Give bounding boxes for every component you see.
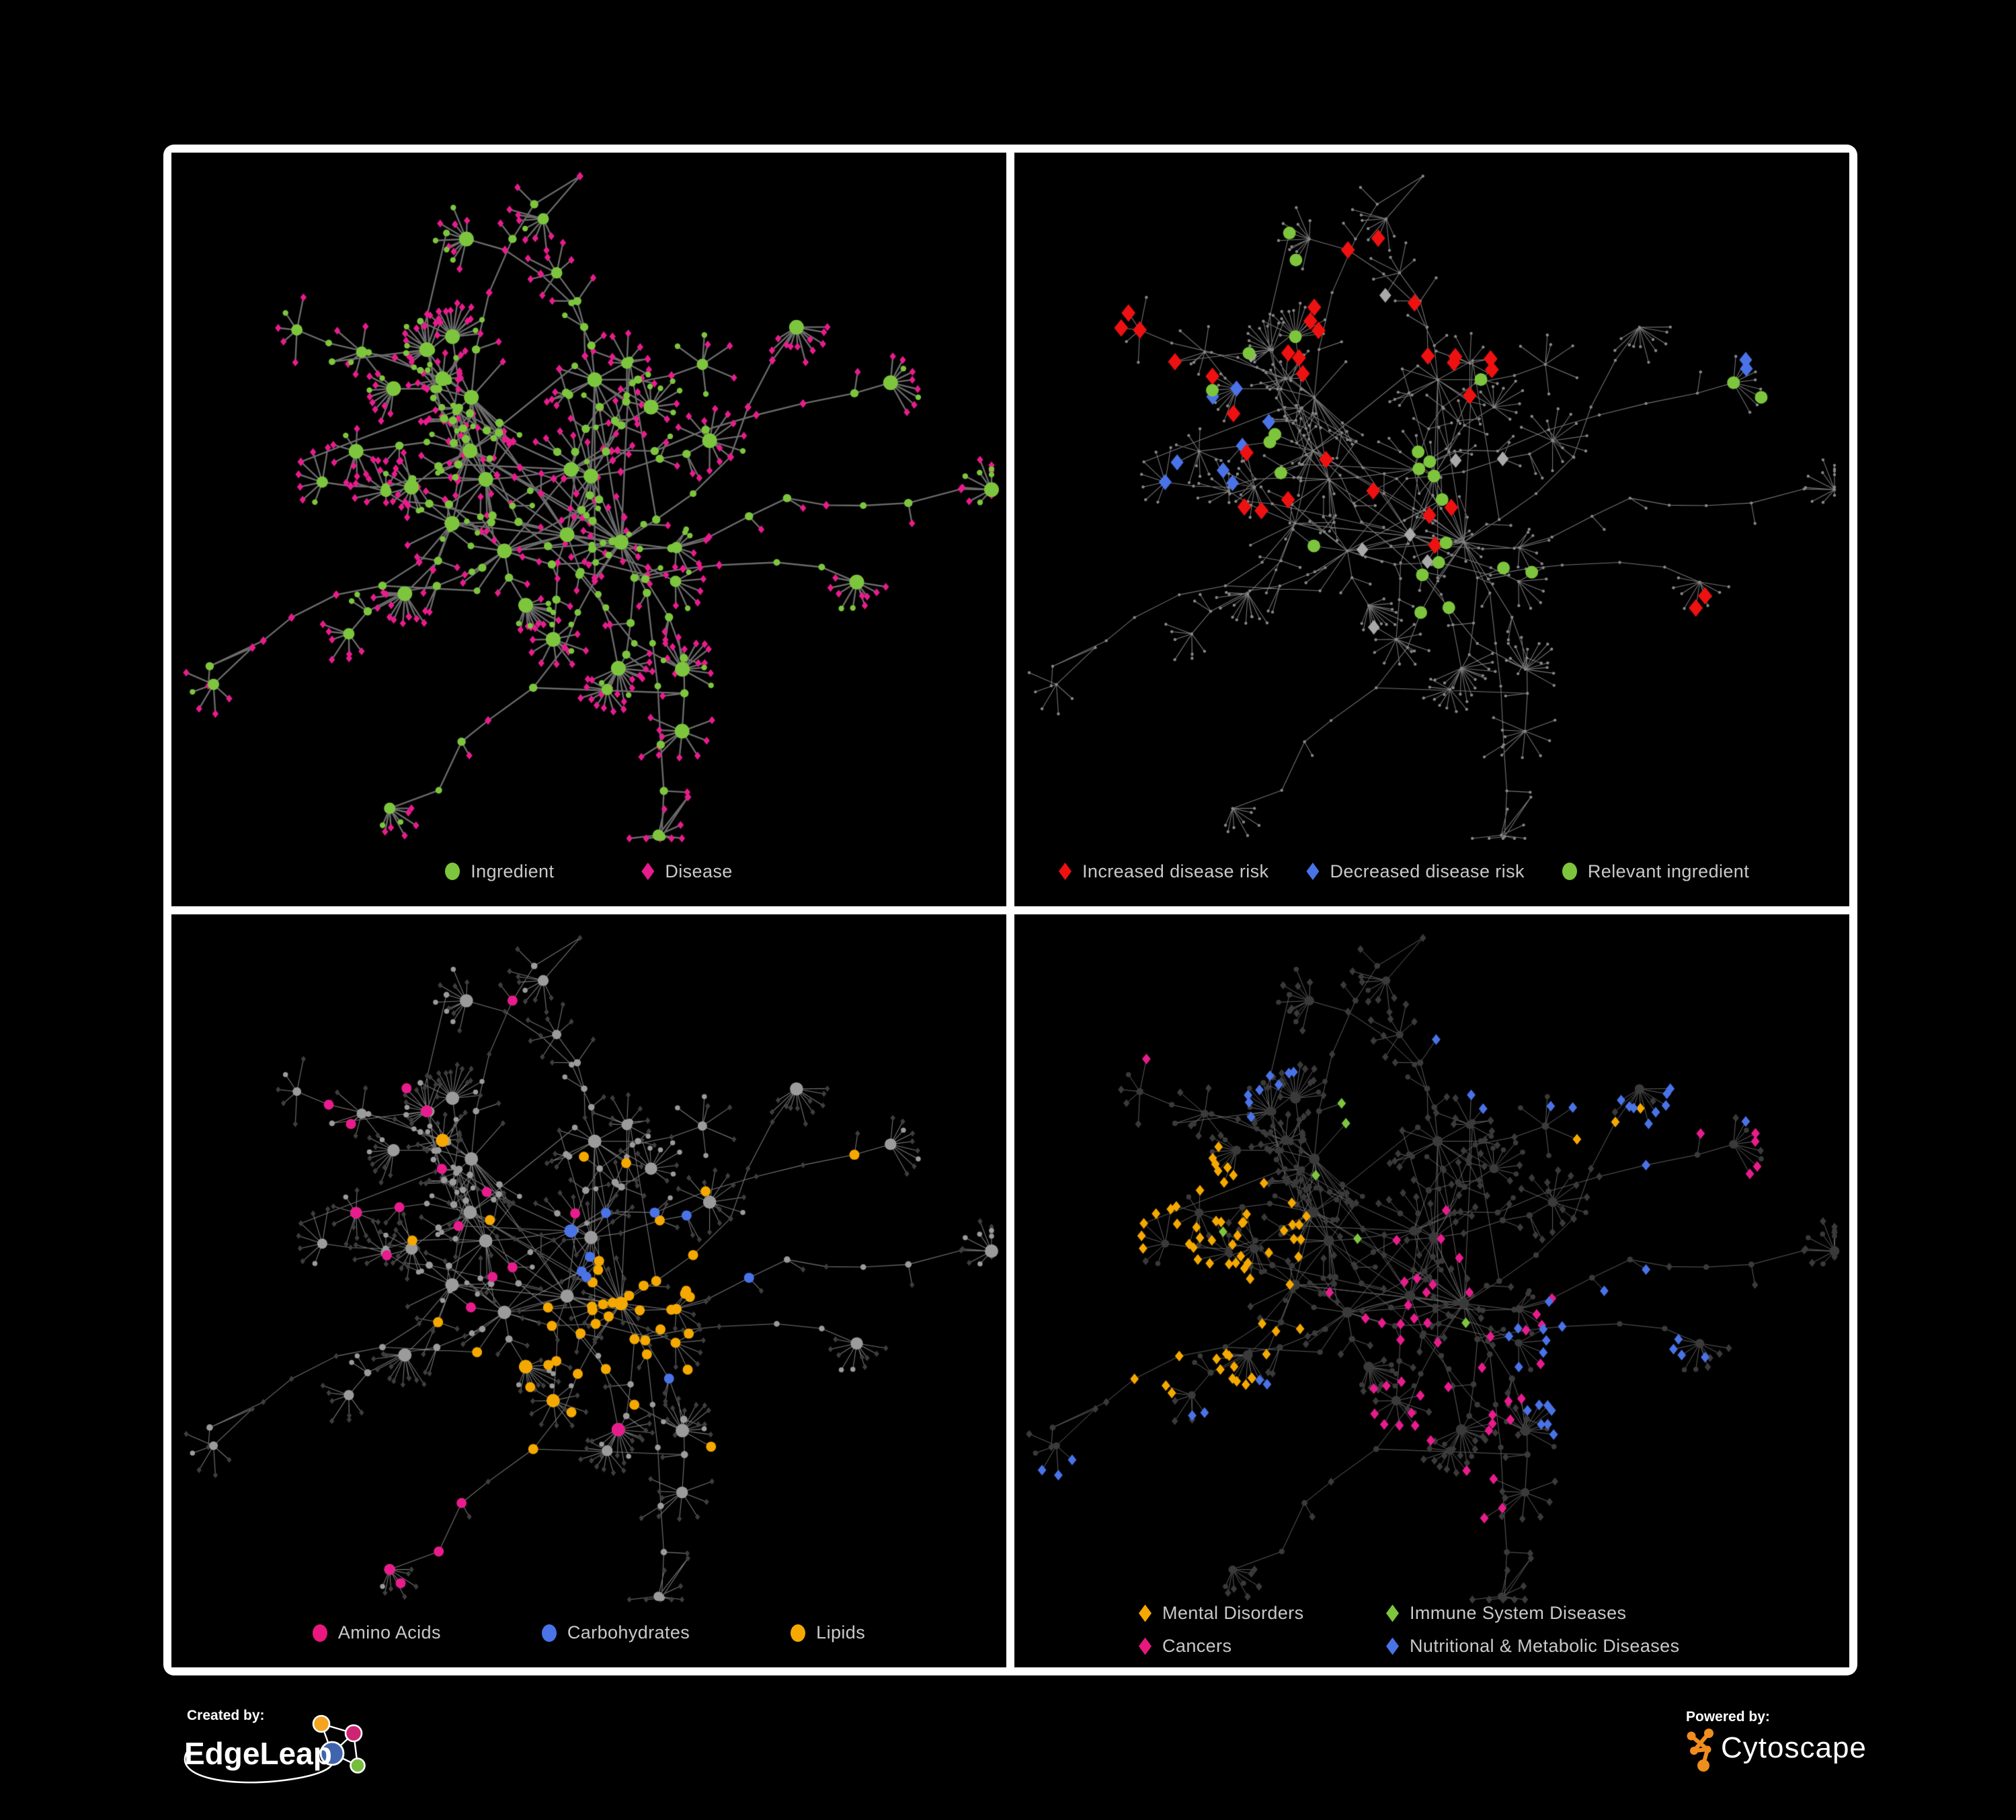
network-ingredient-disease [171,153,1006,906]
legend-item-disease: Disease [641,861,732,882]
cytoscape-logo: Powered by: Cytoscape [1686,1709,1867,1772]
legend-label: Increased disease risk [1082,861,1269,881]
legend-label: Mental Disorders [1162,1603,1304,1623]
legend-label: Disease [665,861,733,881]
network-nutrient-class [171,914,1006,1667]
legend-nutrient-class: Amino Acids Carbohydrates Lipids [171,1622,1006,1643]
figure-panel-grid: Ingredient Disease Increased disease ris… [163,145,1857,1675]
legend-label: Decreased disease risk [1330,861,1525,881]
created-by-label: Created by: [187,1708,265,1723]
powered-by-label: Powered by: [1686,1709,1770,1725]
network-disease-risk [1014,153,1849,906]
powered-by-name: Cytoscape [1721,1731,1867,1764]
lipids-swatch-icon [791,1624,806,1642]
legend-ingredient-disease: Ingredient Disease [171,861,1006,882]
immune-system-swatch-icon [1386,1604,1399,1622]
legend-item-lipids: Lipids [791,1622,865,1643]
created-by-name: EdgeLeap [184,1736,332,1771]
panel-nutrient-class: Amino Acids Carbohydrates Lipids [171,914,1006,1667]
increased-risk-swatch-icon [1059,863,1072,880]
panel-disease-risk: Increased disease risk Decreased disease… [1014,153,1849,906]
edgeleap-swoosh [184,1751,334,1784]
edgeleap-credit: Created by: EdgeLeap [176,1702,432,1810]
ingredient-swatch-icon [445,863,460,880]
legend-label: Cancers [1162,1636,1232,1656]
legend-item-cancers: Cancers [1139,1636,1386,1657]
legend-disease-risk: Increased disease risk Decreased disease… [1014,861,1849,882]
legend-item-nutritional-metabolic: Nutritional & Metabolic Diseases [1386,1636,1679,1657]
legend-label: Lipids [816,1622,866,1643]
edgeleap-green-node [350,1757,366,1774]
panel-disease-class: Mental Disorders Immune System Diseases … [1014,914,1849,1667]
legend-label: Immune System Diseases [1410,1603,1627,1623]
legend-item-decreased-risk: Decreased disease risk [1306,861,1524,882]
edgeleap-logo: Created by: EdgeLeap [184,1708,366,1784]
cytoscape-credit: Powered by: Cytoscape [1677,1705,1892,1786]
edgeleap-orange-node [312,1714,331,1733]
edgeleap-pink-node [344,1724,363,1743]
legend-label: Relevant ingredient [1587,861,1750,881]
network-disease-class [1014,914,1849,1667]
carbohydrates-swatch-icon [541,1624,557,1642]
legend-item-relevant-ingredient: Relevant ingredient [1562,861,1749,882]
legend-item-ingredient: Ingredient [445,861,554,882]
disease-swatch-icon [641,863,655,880]
legend-disease-class: Mental Disorders Immune System Diseases … [1139,1603,1679,1657]
cytoscape-glyph [1687,1729,1713,1772]
nutritional-metabolic-swatch-icon [1386,1637,1399,1655]
amino-acids-swatch-icon [312,1624,327,1642]
legend-label: Carbohydrates [567,1622,690,1643]
panel-ingredient-disease: Ingredient Disease [171,153,1006,906]
mental-disorders-swatch-icon [1139,1604,1152,1622]
relevant-ingredient-swatch-icon [1562,863,1577,880]
legend-item-increased-risk: Increased disease risk [1059,861,1268,882]
cancers-swatch-icon [1139,1637,1152,1655]
edgeleap-blue-node [319,1741,345,1766]
decreased-risk-swatch-icon [1306,863,1320,880]
legend-label: Ingredient [471,861,555,881]
legend-label: Nutritional & Metabolic Diseases [1410,1636,1680,1656]
legend-item-immune-system-diseases: Immune System Diseases [1386,1603,1679,1624]
legend-item-mental-disorders: Mental Disorders [1139,1603,1386,1624]
legend-item-carbohydrates: Carbohydrates [541,1622,690,1643]
legend-label: Amino Acids [337,1622,441,1643]
legend-item-amino-acids: Amino Acids [312,1622,441,1643]
